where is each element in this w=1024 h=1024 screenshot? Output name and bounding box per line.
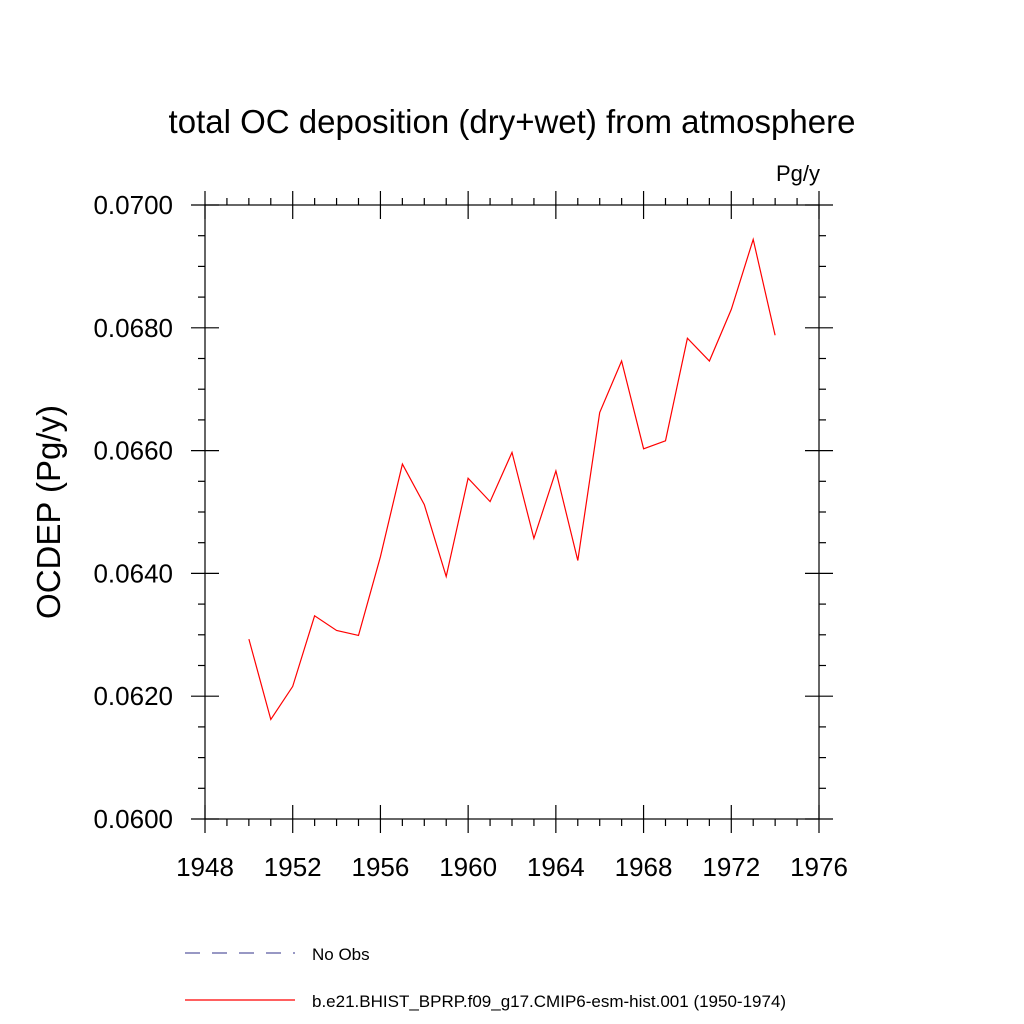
y-tick-label: 0.0620 <box>93 681 173 711</box>
y-tick-label: 0.0680 <box>93 313 173 343</box>
x-axis-ticks <box>204 191 820 833</box>
plot-frame <box>204 204 820 820</box>
y-tick-label: 0.0640 <box>93 558 173 588</box>
x-tick-label: 1952 <box>264 852 322 882</box>
y-tick-label: 0.0660 <box>93 436 173 466</box>
y-axis-ticks <box>191 204 833 820</box>
y-tick-label: 0.0600 <box>93 804 173 834</box>
y-tick-label: 0.0700 <box>93 190 173 220</box>
chart-title: total OC deposition (dry+wet) from atmos… <box>169 103 856 140</box>
series-line-ocdep <box>248 237 776 721</box>
x-tick-label: 1964 <box>527 852 585 882</box>
x-axis-tick-labels: 1948 1952 1956 1960 1964 1968 1972 1976 <box>176 852 848 882</box>
x-tick-label: 1956 <box>352 852 410 882</box>
x-tick-label: 1972 <box>702 852 760 882</box>
legend-label-model-run: b.e21.BHIST_BPRP.f09_g17.CMIP6-esm-hist.… <box>312 992 786 1011</box>
x-tick-label: 1968 <box>615 852 673 882</box>
legend-label-no-obs: No Obs <box>312 945 370 964</box>
x-tick-label: 1948 <box>176 852 234 882</box>
y-axis-label: OCDEP (Pg/y) <box>30 405 67 619</box>
units-label: Pg/y <box>776 161 820 186</box>
x-tick-label: 1960 <box>439 852 497 882</box>
x-tick-label: 1976 <box>790 852 848 882</box>
y-axis-tick-labels: 0.0600 0.0620 0.0640 0.0660 0.0680 0.0700 <box>93 190 173 834</box>
